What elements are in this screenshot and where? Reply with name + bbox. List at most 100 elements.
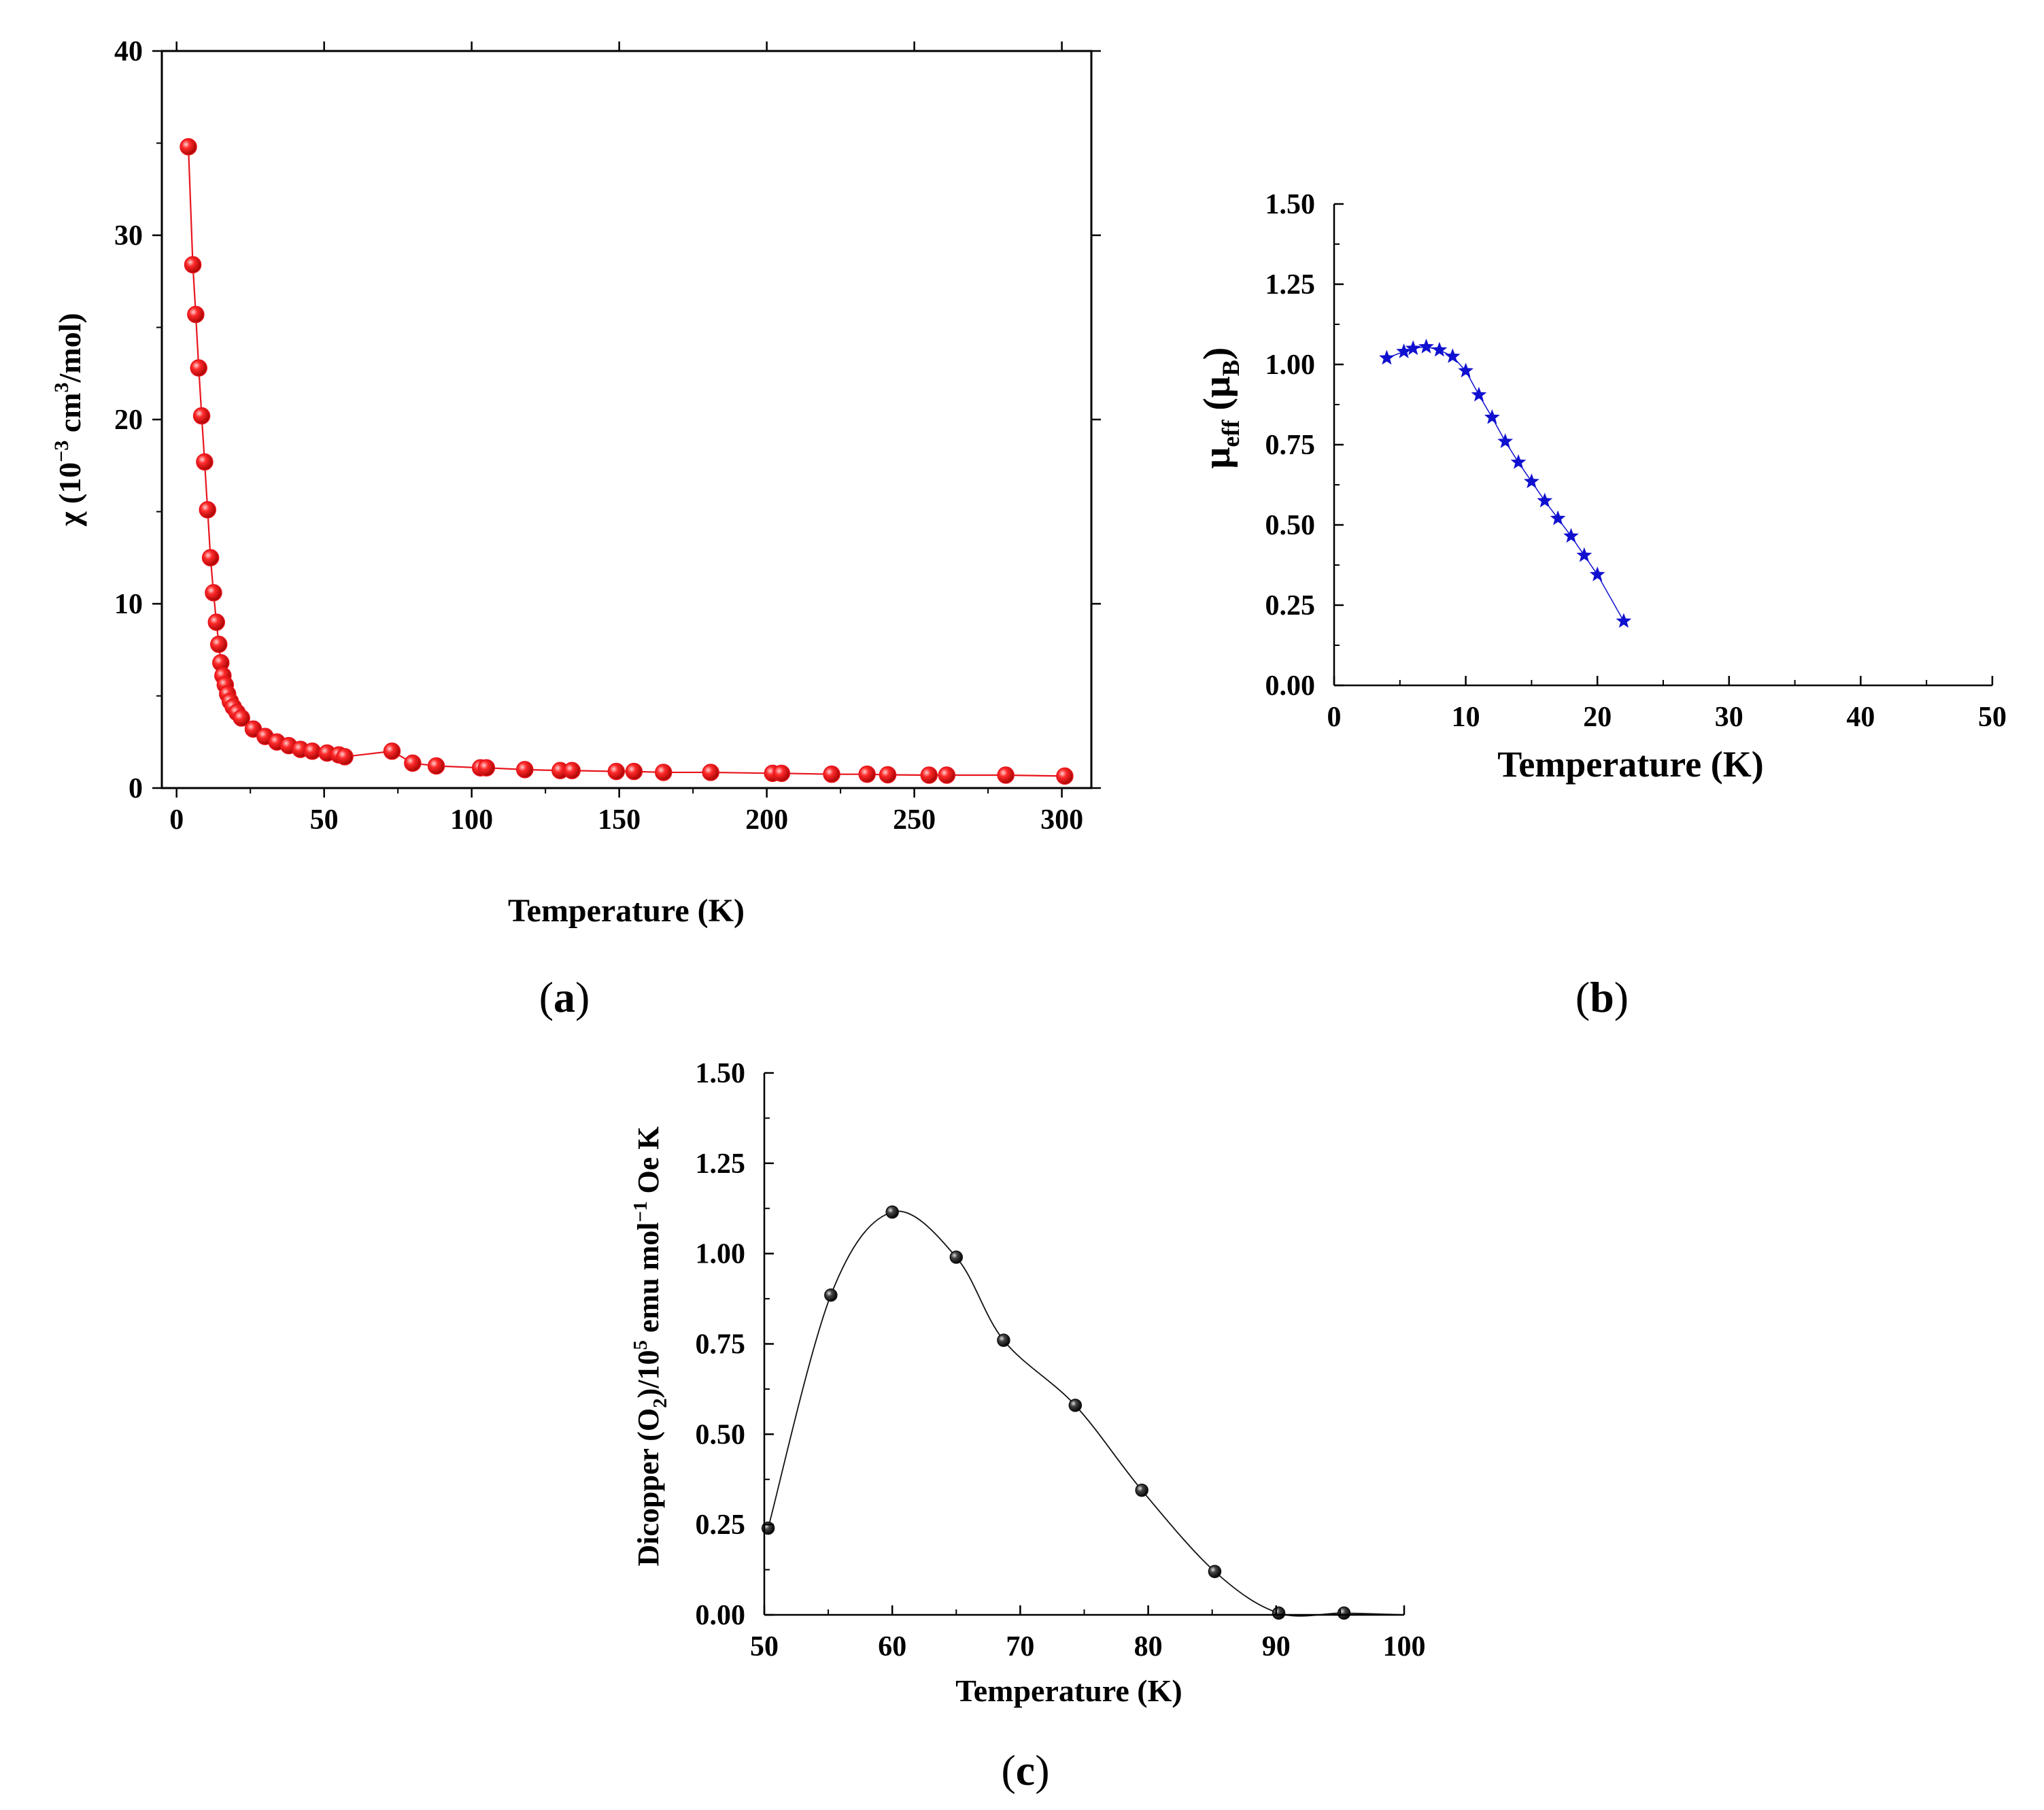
x-tick-label: 200 (745, 804, 788, 836)
x-tick-label: 60 (878, 1631, 906, 1662)
data-point (997, 1333, 1010, 1347)
panel-b-label: (b) (1575, 973, 1629, 1021)
x-tick-label: 150 (598, 804, 641, 836)
data-point (772, 764, 791, 783)
data-point (654, 764, 672, 781)
x-tick-label: 300 (1040, 804, 1083, 836)
data-point (938, 766, 956, 784)
data-point (949, 1250, 964, 1264)
data-point (1563, 528, 1579, 543)
data-point (233, 709, 250, 727)
x-tick-label: 10 (1452, 702, 1480, 733)
panel-b-y-axis-title: μeff (μB) (1196, 347, 1244, 469)
panel-a-plot-frame (160, 50, 1093, 789)
data-point (1537, 492, 1553, 508)
y-tick-label: 0.75 (1265, 430, 1316, 461)
data-point (1510, 454, 1527, 469)
x-tick-label: 70 (1006, 1631, 1034, 1662)
data-point (879, 766, 897, 784)
data-point (1589, 566, 1605, 581)
data-point (336, 748, 354, 766)
y-tick-label: 1.25 (696, 1148, 746, 1180)
data-point (184, 256, 202, 274)
series-line (187, 146, 1065, 777)
x-tick-label: 40 (1846, 702, 1875, 733)
panel-b-data-marks (1379, 339, 1632, 628)
x-tick-label: 100 (1383, 1631, 1426, 1662)
x-tick-label: 90 (1262, 1631, 1291, 1662)
data-point (997, 766, 1015, 784)
data-point (1056, 767, 1074, 785)
panel-c-ticks: 50 60 70 80 90 100 0.00 0.25 0.50 0.75 1.00 1.25 1.5… (696, 1058, 1426, 1662)
data-point (824, 1288, 838, 1302)
panel-c-x-axis-title: Temperature (K) (955, 1673, 1182, 1708)
data-point (1471, 386, 1487, 402)
data-point (199, 501, 217, 519)
panel-a-label: (a) (539, 973, 590, 1021)
panel-c-data-marks (761, 1205, 1405, 1620)
data-point (1272, 1606, 1286, 1620)
data-point (201, 549, 220, 566)
x-tick-label: 0 (169, 804, 184, 836)
data-point (1431, 341, 1448, 357)
panel-c-y-axis-title: Dicopper (O2)/105 emu mol−1 Oe K (630, 1126, 671, 1566)
data-point (192, 407, 211, 425)
panel-a-data-marks (180, 138, 1074, 785)
chart-panel-c: 50 60 70 80 90 100 0.00 0.25 0.50 0.75 1.00 1.25 1.5… (630, 1058, 1426, 1794)
data-point (625, 762, 643, 781)
data-point (702, 764, 719, 781)
y-tick-label: 0.75 (696, 1329, 746, 1361)
data-point (1484, 409, 1500, 424)
x-tick-label: 0 (1327, 702, 1342, 733)
chart-panel-a: 0 50 100 150 200 250 300 0 10 20 30 40 Temperature … (50, 36, 1101, 1021)
chart-panel-b: 0 10 20 30 40 500.000.250.500.751.001.251.50 … (1196, 189, 2007, 1021)
y-tick-label: 0.25 (1265, 590, 1316, 621)
data-point (1337, 1606, 1351, 1620)
data-point (920, 766, 938, 784)
data-point (1405, 340, 1421, 356)
y-tick-label: 0.25 (696, 1509, 746, 1541)
panel-c-label: (c) (1001, 1746, 1049, 1794)
x-tick-label: 50 (1978, 702, 2007, 733)
data-point (303, 742, 322, 760)
y-tick-label: 1.50 (1265, 189, 1316, 220)
data-point (858, 765, 876, 783)
panel-b-x-axis-title: Temperature (K) (1497, 744, 1763, 785)
data-point (1550, 510, 1566, 526)
data-point (210, 635, 228, 653)
data-point (1616, 613, 1632, 628)
data-point (187, 305, 205, 324)
y-tick-label: 0.50 (1265, 510, 1316, 541)
y-tick-label: 0.00 (696, 1600, 746, 1631)
data-point (1444, 348, 1461, 363)
y-tick-label: 1.00 (696, 1239, 746, 1270)
data-point (516, 761, 534, 779)
data-point (190, 359, 207, 377)
y-tick-label: 30 (114, 220, 143, 252)
panel-b-ticks: 0 10 20 30 40 50 0.00 0.25 0.50 0.75 1.00 1.25 1.50 (1265, 189, 2007, 733)
y-tick-label: 1.00 (1265, 349, 1316, 381)
data-point (1396, 343, 1412, 358)
data-point (1418, 339, 1434, 354)
panel-a-y-axis-title: χ (10−3 cm3/mol) (50, 313, 87, 527)
data-point (383, 742, 401, 760)
data-point (427, 757, 445, 775)
x-tick-label: 80 (1134, 1631, 1163, 1662)
x-tick-label: 250 (893, 804, 936, 836)
y-tick-label: 1.50 (696, 1058, 746, 1089)
data-point (1576, 547, 1592, 562)
panel-a-x-axis-title: Temperature (K) (508, 893, 745, 929)
data-point (477, 759, 496, 776)
data-point (207, 613, 226, 631)
data-point (823, 765, 840, 783)
data-point (1523, 473, 1539, 488)
series-line (767, 1210, 1405, 1617)
data-point (404, 754, 422, 772)
data-point (885, 1205, 899, 1219)
data-point (1497, 433, 1514, 448)
panel-a-ticks: 0 50 100 150 200 250 300 0 10 20 30 40 (114, 36, 1101, 836)
data-point (1458, 362, 1474, 378)
y-tick-label: 40 (114, 36, 143, 67)
y-tick-label: 0 (129, 773, 143, 804)
